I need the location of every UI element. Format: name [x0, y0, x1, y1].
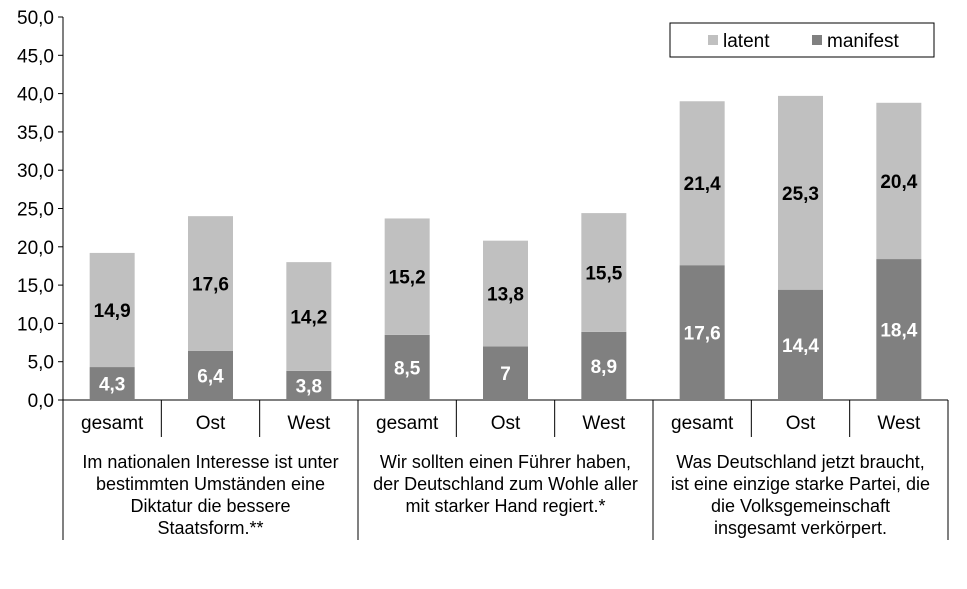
y-tick-label: 25,0 [17, 200, 54, 221]
data-label-manifest: 18,4 [880, 321, 917, 342]
group-label-line: ist eine einzige starke Partei, die [671, 474, 930, 494]
group-label-line: die Volksgemeinschaft [711, 496, 890, 516]
legend-label: manifest [827, 31, 900, 52]
data-label-latent: 13,8 [487, 285, 524, 306]
bar-latent [286, 262, 332, 371]
category-label: gesamt [671, 413, 734, 434]
data-label-manifest: 8,9 [591, 357, 617, 378]
y-tick-label: 5,0 [28, 353, 54, 374]
data-label-latent: 15,2 [389, 268, 426, 289]
bar-manifest [384, 334, 430, 400]
data-label-latent: 25,3 [782, 184, 819, 205]
data-label-latent: 17,6 [192, 275, 229, 296]
group-label-line: insgesamt verkörpert. [714, 518, 887, 538]
bar-latent [581, 213, 627, 332]
data-label-manifest: 8,5 [394, 358, 421, 379]
category-label: Ost [196, 413, 226, 434]
group-label-line: mit starker Hand regiert.* [405, 496, 605, 516]
y-tick-label: 30,0 [17, 161, 54, 182]
bar-manifest [679, 265, 725, 400]
legend-swatch [812, 35, 822, 45]
group-label-line: Staatsform.** [157, 518, 263, 538]
group-label-line: Wir sollten einen Führer haben, [380, 452, 631, 472]
group-label-line: Was Deutschland jetzt braucht, [676, 452, 924, 472]
data-label-manifest: 3,8 [296, 376, 322, 397]
bar-latent [89, 252, 135, 368]
y-tick-label: 15,0 [17, 276, 54, 297]
bar-manifest [188, 350, 233, 400]
data-label-latent: 14,2 [290, 308, 327, 329]
bar-latent [384, 218, 430, 335]
data-label-manifest: 6,4 [197, 366, 224, 387]
bar-manifest [581, 331, 627, 400]
bar-latent [483, 240, 528, 347]
bar-latent [876, 102, 922, 260]
bar-manifest [778, 289, 823, 400]
category-label: Ost [491, 413, 521, 434]
y-tick-label: 35,0 [17, 123, 54, 144]
y-tick-label: 50,0 [17, 8, 54, 29]
category-label: West [582, 413, 626, 434]
category-label: West [287, 413, 331, 434]
category-label: gesamt [376, 413, 439, 434]
data-label-latent: 14,9 [94, 301, 131, 322]
data-label-manifest: 4,3 [99, 375, 125, 396]
legend-label: latent [723, 31, 770, 52]
group-label-line: der Deutschland zum Wohle aller [373, 474, 638, 494]
y-tick-label: 40,0 [17, 85, 54, 106]
bar-manifest [286, 370, 332, 400]
y-tick-label: 45,0 [17, 46, 54, 67]
data-label-latent: 15,5 [585, 263, 622, 284]
data-label-manifest: 14,4 [782, 336, 819, 357]
data-label-latent: 21,4 [684, 174, 721, 195]
bar-latent [778, 95, 823, 290]
data-label-manifest: 7 [500, 364, 511, 385]
category-label: Ost [786, 413, 816, 434]
bar-manifest [89, 367, 135, 400]
legend-swatch [708, 35, 718, 45]
group-label-line: Diktatur die bessere [130, 496, 290, 516]
group-label-line: bestimmten Umständen eine [96, 474, 325, 494]
data-label-latent: 20,4 [880, 172, 917, 193]
data-label-manifest: 17,6 [684, 324, 721, 345]
y-tick-label: 10,0 [17, 314, 54, 335]
y-tick-label: 0,0 [28, 391, 54, 412]
bar-manifest [483, 346, 528, 400]
category-label: West [877, 413, 921, 434]
category-label: gesamt [81, 413, 144, 434]
y-tick-label: 20,0 [17, 238, 54, 259]
bar-manifest [876, 259, 922, 400]
bar-latent [679, 101, 725, 266]
group-label-line: Im nationalen Interesse ist unter [82, 452, 338, 472]
bar-latent [188, 216, 233, 351]
